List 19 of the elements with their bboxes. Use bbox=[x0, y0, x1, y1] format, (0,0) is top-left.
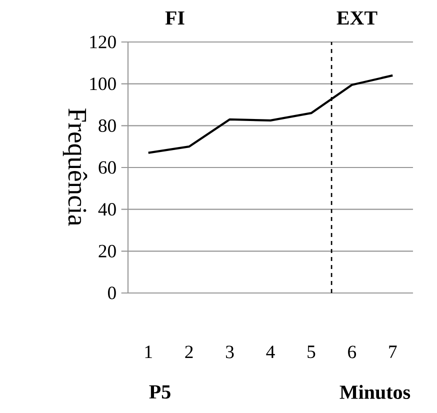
text: EXT bbox=[336, 11, 378, 25]
x-tick-label: 2 bbox=[185, 346, 193, 358]
text: FI bbox=[165, 11, 184, 25]
x-tick-label: 6 bbox=[348, 346, 356, 358]
y-tick-label: 40 bbox=[98, 203, 116, 216]
x-tick-label: 1 bbox=[145, 346, 152, 358]
y-tick-label: 20 bbox=[98, 244, 116, 258]
x-tick-label: 5 bbox=[308, 346, 316, 358]
x-tick-label: 4 bbox=[266, 346, 275, 358]
x-tick-label: 7 bbox=[389, 346, 397, 358]
text: P5 bbox=[149, 385, 170, 399]
y-axis-title: Frequência bbox=[62, 108, 88, 226]
y-tick-label: 100 bbox=[90, 78, 116, 90]
y-tick-label: 80 bbox=[98, 119, 116, 132]
y-tick-label: 120 bbox=[90, 36, 116, 48]
y-tick-label: 0 bbox=[108, 286, 116, 300]
y-tick-label: 60 bbox=[98, 161, 116, 174]
x-axis-title: Minutos bbox=[340, 384, 410, 400]
x-tick-label: 3 bbox=[226, 346, 234, 358]
